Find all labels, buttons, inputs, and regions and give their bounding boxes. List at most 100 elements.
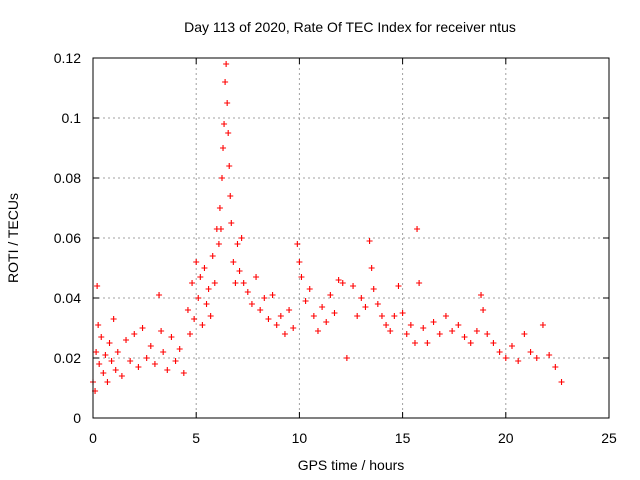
data-point: [290, 325, 297, 331]
data-point: [211, 280, 218, 286]
data-point: [269, 292, 276, 298]
data-point: [387, 328, 394, 334]
data-point: [374, 301, 381, 307]
data-point: [160, 349, 167, 355]
data-point: [378, 313, 385, 319]
data-point: [331, 310, 338, 316]
data-point: [234, 241, 241, 247]
data-point: [98, 334, 105, 340]
data-point: [104, 379, 111, 385]
data-point: [236, 268, 243, 274]
data-point: [193, 259, 200, 265]
y-tick-label: 0.04: [54, 290, 81, 306]
data-point: [383, 322, 390, 328]
plot-frame: [92, 57, 610, 419]
data-point: [442, 313, 449, 319]
data-point: [515, 358, 522, 364]
data-point: [172, 358, 179, 364]
y-tick-label: 0.06: [54, 230, 81, 246]
data-point: [95, 322, 102, 328]
data-point: [199, 322, 206, 328]
data-point: [327, 292, 334, 298]
data-point: [203, 301, 210, 307]
data-point: [414, 226, 421, 232]
data-point: [151, 361, 158, 367]
data-point: [220, 145, 227, 151]
data-point: [156, 292, 163, 298]
data-point: [273, 322, 280, 328]
data-point: [403, 331, 410, 337]
data-point: [335, 277, 342, 283]
y-tick-label: 0: [73, 410, 81, 426]
data-point: [490, 340, 497, 346]
data-point: [480, 307, 487, 313]
data-point: [184, 307, 191, 313]
data-point: [416, 280, 423, 286]
data-point: [306, 286, 313, 292]
data-point: [323, 319, 330, 325]
data-point: [238, 235, 245, 241]
y-tick-label: 0.1: [62, 110, 82, 126]
data-point: [112, 367, 119, 373]
data-point: [420, 325, 427, 331]
data-point: [467, 340, 474, 346]
data-point: [191, 316, 198, 322]
data-point: [496, 349, 503, 355]
data-point: [195, 295, 202, 301]
data-point: [362, 304, 369, 310]
data-point: [226, 163, 233, 169]
data-point: [314, 328, 321, 334]
data-point: [96, 361, 103, 367]
data-point: [118, 373, 125, 379]
data-point: [358, 295, 365, 301]
data-point: [366, 238, 373, 244]
y-axis-label: ROTI / TECUs: [5, 193, 21, 283]
data-point: [253, 274, 260, 280]
x-tick-label: 10: [292, 430, 308, 446]
data-point: [257, 307, 264, 313]
data-point: [286, 307, 293, 313]
data-point: [533, 355, 540, 361]
data-point: [354, 313, 361, 319]
data-point: [232, 280, 239, 286]
data-point: [296, 259, 303, 265]
data-point: [395, 283, 402, 289]
x-axis-label: GPS time / hours: [298, 457, 405, 473]
data-point: [244, 289, 251, 295]
data-point: [135, 364, 142, 370]
data-point: [350, 283, 357, 289]
data-point: [391, 313, 398, 319]
data-point: [319, 304, 326, 310]
x-tick-label: 0: [89, 430, 97, 446]
data-point: [508, 343, 515, 349]
data-point: [205, 286, 212, 292]
data-point: [215, 241, 222, 247]
data-point: [484, 331, 491, 337]
grid-lines: [93, 58, 609, 418]
data-point: [339, 280, 346, 286]
data-point: [93, 349, 100, 355]
data-point: [225, 130, 232, 136]
data-point: [436, 331, 443, 337]
data-point: [228, 220, 235, 226]
data-point: [558, 379, 565, 385]
data-point: [461, 334, 468, 340]
data-point: [539, 322, 546, 328]
data-point: [197, 274, 204, 280]
x-axis-ticks: 0 5 10 15 20 25: [89, 58, 617, 446]
data-point: [102, 352, 109, 358]
data-point: [139, 325, 146, 331]
data-point: [473, 328, 480, 334]
data-point: [527, 349, 534, 355]
data-point: [546, 352, 553, 358]
data-point: [227, 193, 234, 199]
data-point: [310, 313, 317, 319]
y-tick-label: 0.02: [54, 350, 81, 366]
data-point: [502, 355, 509, 361]
data-point: [240, 280, 247, 286]
data-point: [370, 286, 377, 292]
data-point: [424, 340, 431, 346]
data-point: [478, 292, 485, 298]
data-point: [100, 370, 107, 376]
